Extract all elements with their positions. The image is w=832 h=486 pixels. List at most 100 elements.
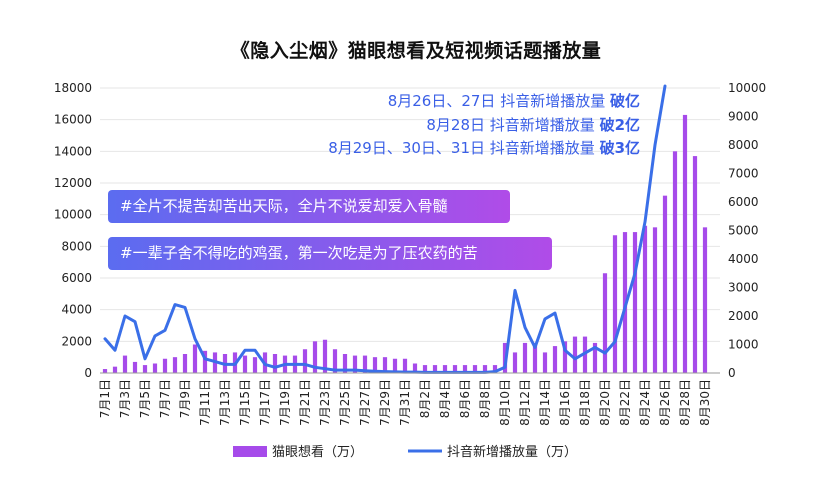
right-tick-label: 7000: [728, 167, 759, 181]
x-tick-label: 8月20日: [598, 379, 612, 426]
annotation-text: 8月29日、30日、31日 抖音新增播放量 破3亿: [328, 139, 640, 157]
bar: [562, 341, 568, 373]
left-tick-label: 14000: [54, 144, 92, 158]
bar: [442, 365, 448, 373]
bar: [682, 114, 688, 374]
quote-text: #一辈子舍不得吃的鸡蛋，第一次吃是为了压农药的苦: [120, 244, 478, 262]
bar: [452, 365, 458, 373]
right-tick-label: 2000: [728, 309, 759, 323]
x-tick-label: 7月15日: [238, 379, 252, 426]
annotation-text: 8月26日、27日 抖音新增播放量 破亿: [388, 92, 640, 110]
bar: [472, 365, 478, 373]
x-tick-label: 8月30日: [698, 379, 712, 426]
bar: [552, 346, 558, 373]
bar: [662, 195, 668, 373]
right-tick-label: 5000: [728, 224, 759, 238]
bar: [532, 342, 538, 373]
x-tick-label: 7月19日: [278, 379, 292, 426]
left-tick-label: 6000: [61, 271, 92, 285]
bar: [172, 357, 178, 373]
bar: [542, 352, 548, 373]
right-tick-label: 3000: [728, 281, 759, 295]
bar: [162, 358, 168, 373]
quote-boxes: #全片不提苦却苦出天际，全片不说爱却爱入骨髓 #一辈子舍不得吃的鸡蛋，第一次吃是为…: [108, 190, 552, 270]
quote-box: [108, 237, 552, 270]
x-tick-label: 8月24日: [638, 379, 652, 426]
x-tick-label: 7月3日: [118, 379, 132, 418]
bar: [332, 349, 338, 373]
right-axis: 0 1000 2000 3000 4000 5000 6000 7000 8000 9000 100…: [728, 81, 766, 380]
left-tick-label: 0: [84, 366, 92, 380]
annotation-text: 8月28日 抖音新增播放量 破2亿: [426, 116, 640, 134]
annotation-bold: 破3亿: [600, 139, 640, 157]
bar: [362, 355, 368, 373]
x-tick-label: 8月28日: [678, 379, 692, 426]
right-tick-label: 4000: [728, 252, 759, 266]
chart-title: 《隐入尘烟》猫眼想看及短视频话题播放量: [230, 40, 602, 62]
legend-bar-swatch: [233, 446, 267, 457]
left-tick-label: 10000: [54, 208, 92, 222]
bar: [102, 369, 108, 373]
left-tick-label: 4000: [61, 303, 92, 317]
right-tick-label: 8000: [728, 138, 759, 152]
x-tick-label: 7月7日: [158, 379, 172, 418]
bar: [352, 355, 358, 373]
bar: [242, 355, 248, 373]
right-tick-label: 10000: [728, 81, 766, 95]
left-axis: 0 2000 4000 6000 8000 10000 12000 14000 16000 180…: [54, 81, 92, 380]
quote-box: [108, 190, 510, 223]
left-tick-label: 8000: [61, 239, 92, 253]
x-tick-label: 8月16日: [558, 379, 572, 426]
x-tick-label: 7月29日: [378, 379, 392, 426]
bar: [522, 342, 528, 373]
bar: [602, 273, 608, 373]
bar: [702, 227, 708, 373]
legend-bar-label: 猫眼想看（万）: [272, 444, 363, 460]
bar: [252, 357, 258, 373]
right-tick-label: 1000: [728, 338, 759, 352]
bar: [412, 363, 418, 373]
x-tick-label: 7月11日: [198, 379, 212, 426]
x-tick-label: 8月6日: [458, 379, 472, 418]
line-path: [103, 84, 667, 374]
x-tick-label: 8月14日: [538, 379, 552, 426]
bar: [402, 358, 408, 373]
bar: [572, 336, 578, 373]
bar: [192, 344, 198, 373]
bar: [692, 156, 698, 373]
bar: [592, 342, 598, 373]
x-tick-label: 8月22日: [618, 379, 632, 426]
right-tick-label: 0: [728, 366, 736, 380]
x-tick-label: 7月17日: [258, 379, 272, 426]
line-series: [103, 84, 667, 374]
quote-text: #全片不提苦却苦出天际，全片不说爱却爱入骨髓: [120, 197, 448, 215]
left-tick-label: 18000: [54, 81, 92, 95]
x-tick-label: 8月26日: [658, 379, 672, 426]
x-tick-label: 7月1日: [98, 379, 112, 418]
bar: [422, 365, 428, 373]
annotations: 8月26日、27日 抖音新增播放量 破亿 8月28日 抖音新增播放量 破2亿 8月2…: [328, 92, 640, 157]
x-tick-label: 7月21日: [298, 379, 312, 426]
bar: [302, 349, 308, 373]
bar: [122, 355, 128, 373]
bar: [342, 354, 348, 373]
legend-line-label: 抖音新增播放量（万）: [447, 444, 577, 460]
annotation-main: 8月29日、30日、31日 抖音新增播放量: [328, 139, 599, 157]
left-tick-label: 12000: [54, 176, 92, 190]
x-tick-label: 7月9日: [178, 379, 192, 418]
x-axis: 7月1日 7月3日 7月5日 7月7日 7月9日 7月11日 7月13日 7月15日 7月17日…: [98, 372, 720, 426]
annotation-bold: 破亿: [610, 92, 640, 110]
bar: [382, 357, 388, 373]
bar: [492, 365, 498, 373]
bar: [632, 232, 638, 373]
x-tick-label: 8月8日: [478, 379, 492, 418]
x-tick-label: 7月5日: [138, 379, 152, 418]
bar: [152, 363, 158, 373]
annotation-main: 8月26日、27日 抖音新增播放量: [388, 92, 610, 110]
left-tick-label: 16000: [54, 113, 92, 127]
bar: [112, 366, 118, 373]
x-tick-label: 8月18日: [578, 379, 592, 426]
bar: [312, 341, 318, 373]
bar: [142, 365, 148, 373]
